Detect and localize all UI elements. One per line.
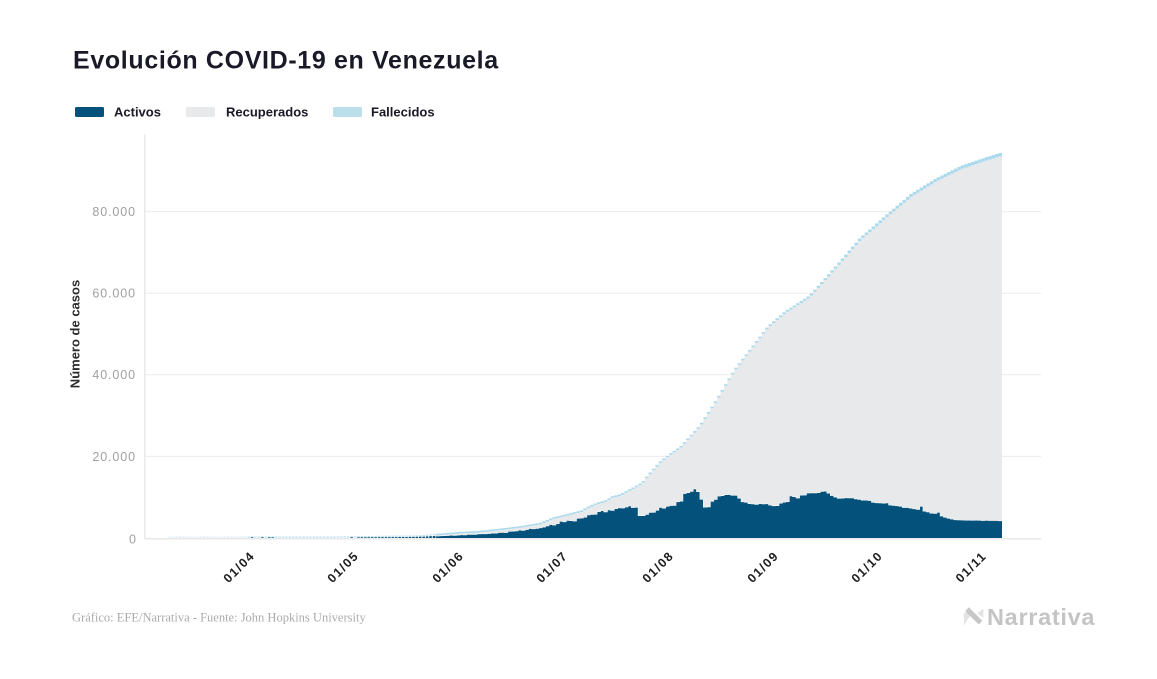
svg-text:Gráfico: EFE/Narrativa - Fuent: Gráfico: EFE/Narrativa - Fuente: John Ho… [72, 611, 366, 625]
svg-text:Activos: Activos [114, 105, 161, 120]
svg-text:20.000: 20.000 [92, 450, 136, 464]
svg-text:Fallecidos: Fallecidos [371, 105, 435, 120]
svg-text:0: 0 [129, 533, 136, 547]
svg-text:Narrativa: Narrativa [987, 604, 1095, 630]
svg-text:40.000: 40.000 [92, 368, 136, 382]
svg-text:80.000: 80.000 [92, 205, 136, 219]
svg-text:Evolución COVID-19 en Venezuel: Evolución COVID-19 en Venezuela [73, 47, 499, 75]
svg-text:60.000: 60.000 [92, 287, 136, 301]
svg-text:Número de casos: Número de casos [68, 280, 83, 388]
svg-text:Recuperados: Recuperados [226, 105, 308, 120]
